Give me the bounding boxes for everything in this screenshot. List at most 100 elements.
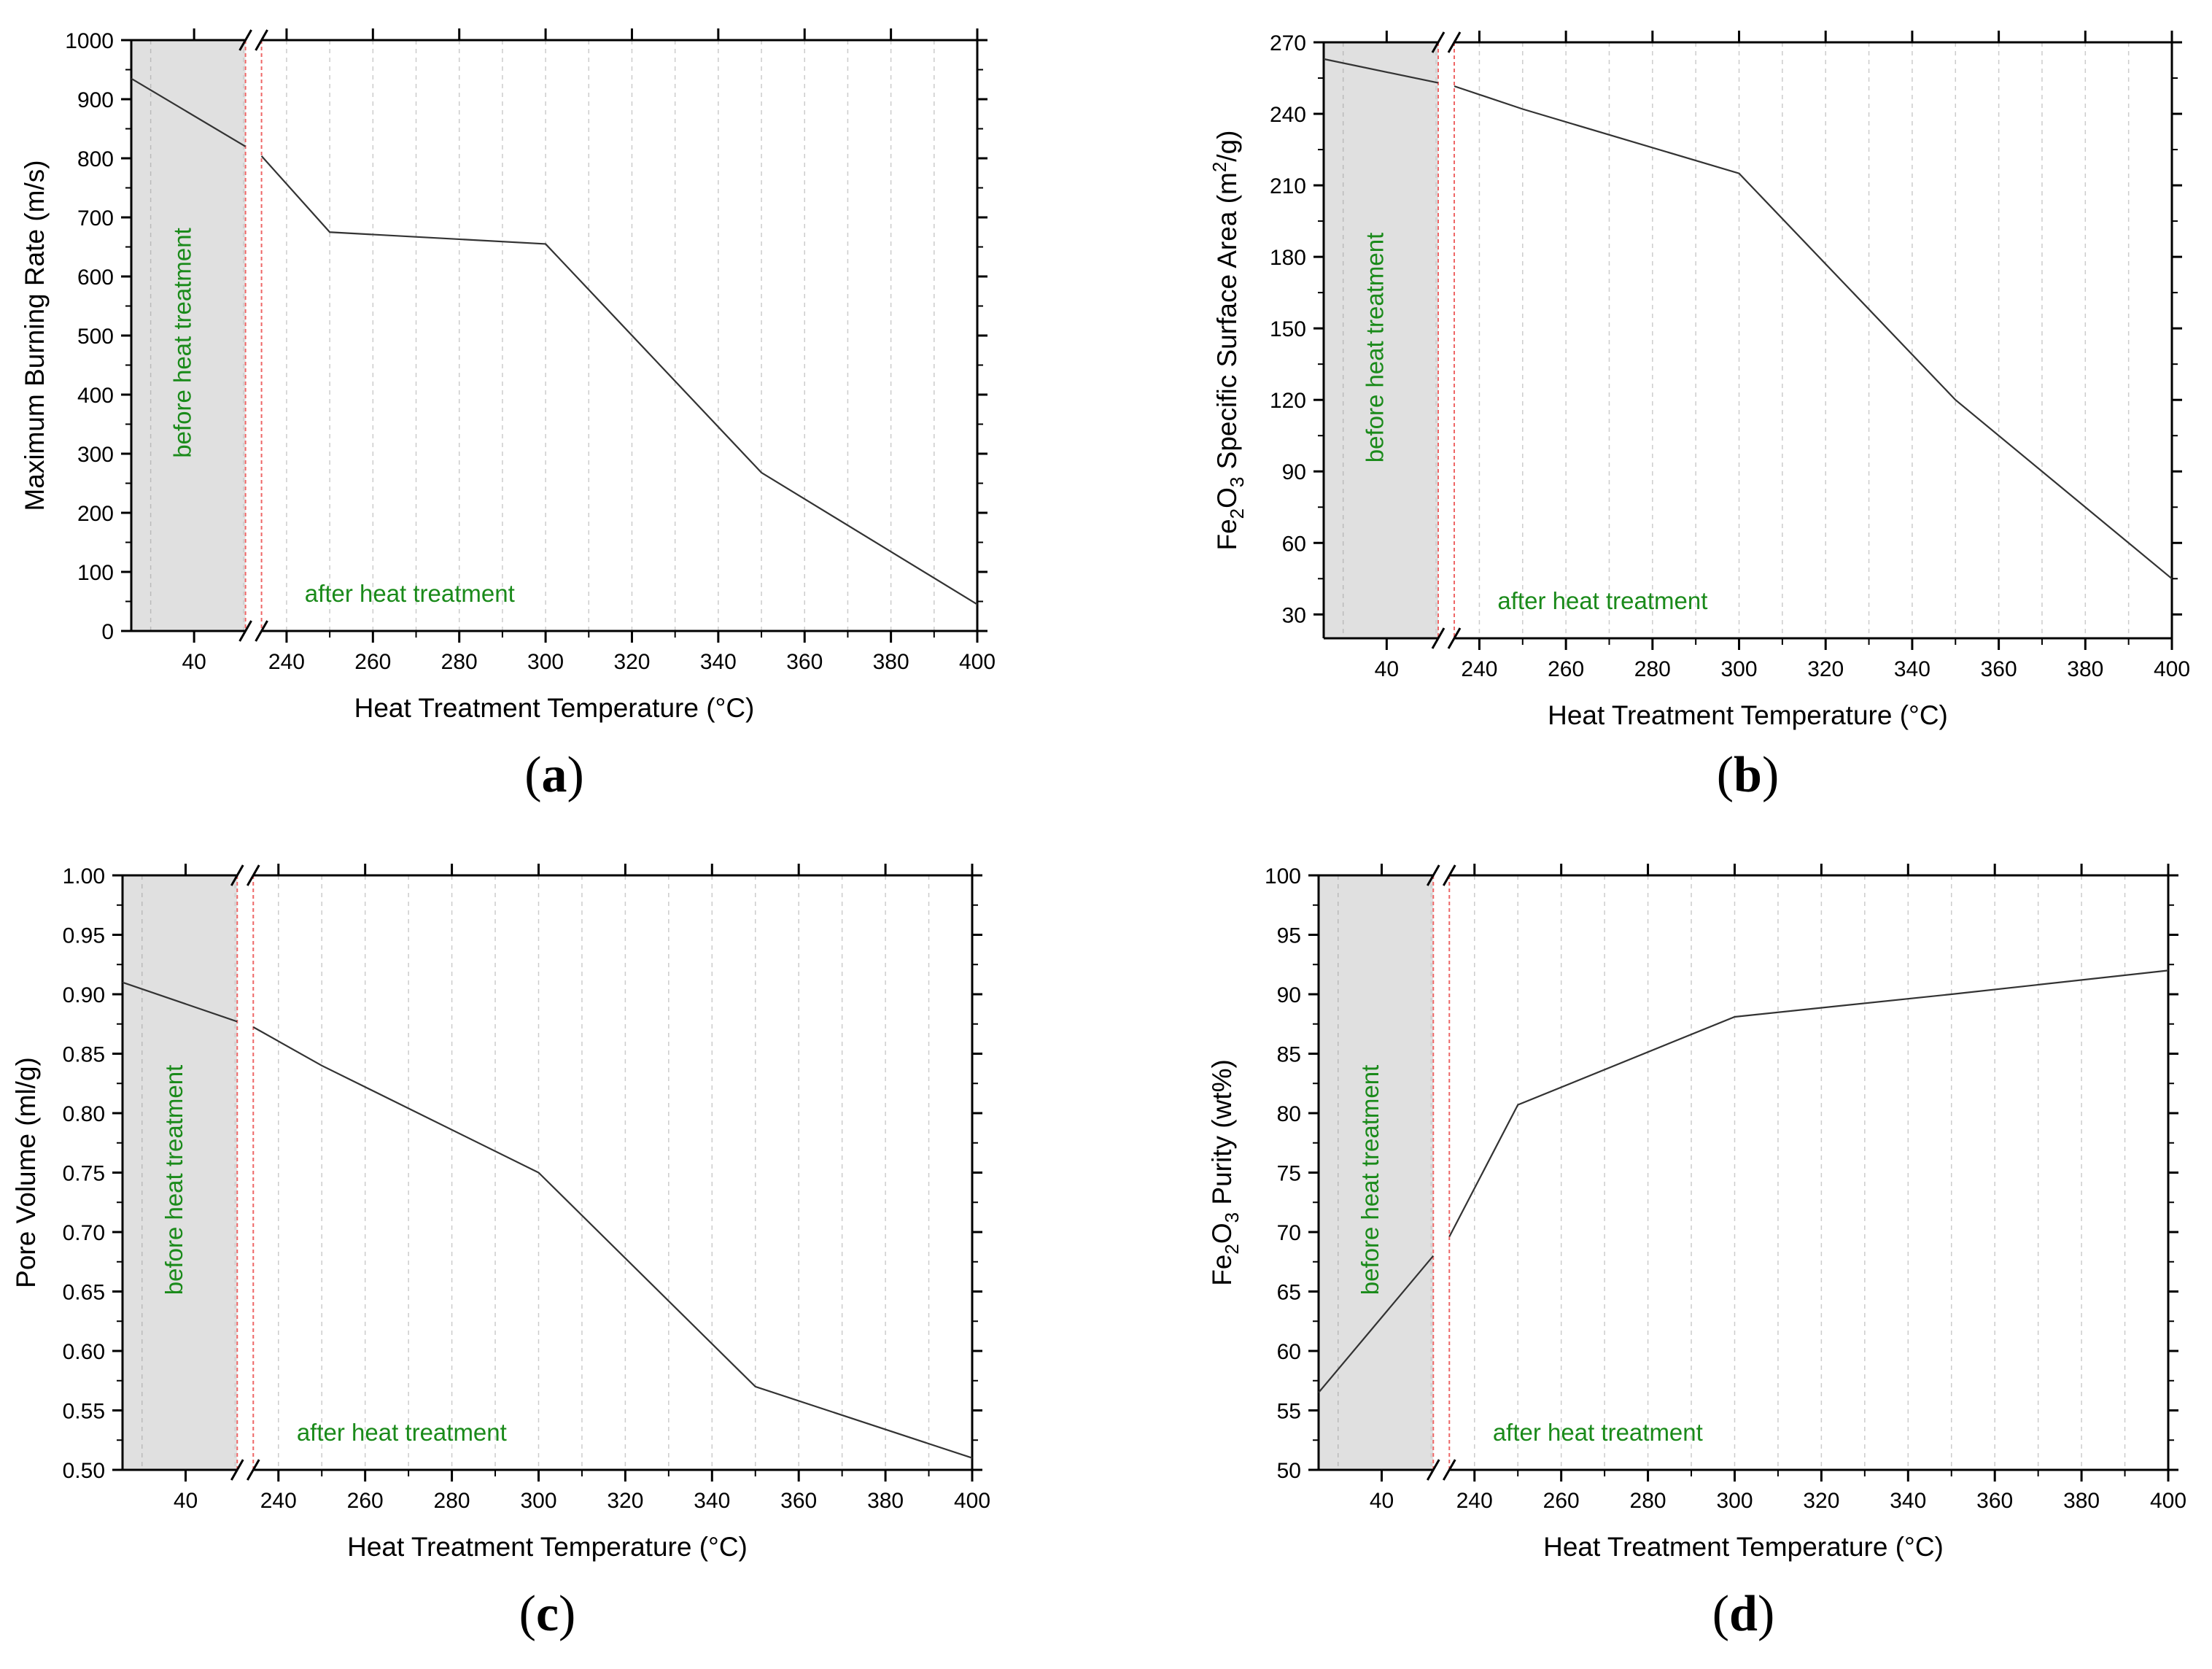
y-tick-label: 0.50 (63, 1459, 105, 1483)
y-tick-label: 200 (77, 502, 114, 526)
y-tick-label: 75 (1277, 1162, 1301, 1186)
y-tick-label: 100 (1265, 864, 1301, 888)
x-tick-label: 240 (260, 1489, 297, 1513)
y-axis-label: Pore Volume (ml/g) (11, 1057, 41, 1288)
x-tick-label: 360 (780, 1489, 817, 1513)
y-tick-label: 1.00 (63, 864, 105, 888)
y-tick-label: 1000 (65, 29, 114, 53)
panel-label-letter: a (542, 747, 567, 803)
x-tick-label: 40 (1370, 1489, 1394, 1513)
y-tick-label: 0.55 (63, 1400, 105, 1424)
axis-break-marker (1431, 627, 1445, 649)
axis-break-marker (1426, 1459, 1440, 1481)
y-tick-label: 0.75 (63, 1162, 105, 1186)
x-tick-label: 300 (1720, 657, 1757, 681)
y-tick-label: 30 (1282, 603, 1306, 627)
x-tick-label: 40 (1375, 657, 1399, 681)
x-tick-label: 300 (520, 1489, 556, 1513)
after-heat-treatment-label: after heat treatment (297, 1419, 507, 1446)
x-tick-label: 280 (1634, 657, 1671, 681)
axis-break-marker (1431, 31, 1445, 53)
x-tick-label: 280 (441, 650, 478, 674)
x-tick-label: 400 (959, 650, 996, 674)
panel-label-close: ) (559, 1586, 575, 1642)
x-tick-label: 400 (2154, 657, 2190, 681)
y-tick-label: 600 (77, 266, 114, 290)
y-tick-label: 120 (1270, 389, 1306, 413)
y-tick-label: 240 (1270, 103, 1306, 127)
x-tick-label: 340 (1894, 657, 1930, 681)
x-tick-label: 260 (354, 650, 391, 674)
y-tick-label: 65 (1277, 1281, 1301, 1305)
y-tick-label: 800 (77, 147, 114, 171)
y-tick-label: 60 (1282, 532, 1306, 556)
x-tick-label: 240 (1456, 1489, 1493, 1513)
x-tick-label: 380 (2067, 657, 2103, 681)
y-tick-label: 300 (77, 443, 114, 467)
y-tick-label: 80 (1277, 1102, 1301, 1126)
y-tick-label: 60 (1277, 1340, 1301, 1364)
axis-break-marker (238, 29, 252, 51)
panel-label: (b) (1717, 747, 1780, 803)
y-tick-label: 0.65 (63, 1281, 105, 1305)
axis-break-marker (238, 620, 252, 642)
y-tick-label: 500 (77, 325, 114, 349)
axis-break-marker (1426, 864, 1440, 886)
chart-panel-c: 0.50 0.55 0.60 0.65 0.70 0.75 0.80 0.85 0.90 0.95… (11, 864, 990, 1642)
x-tick-label: 260 (1543, 1489, 1580, 1513)
y-tick-label: 0.60 (63, 1340, 105, 1364)
y-tick-label: 0.85 (63, 1043, 105, 1067)
axis-break-marker (230, 864, 244, 886)
axis-break-marker (1447, 31, 1462, 53)
y-tick-label: 150 (1270, 317, 1306, 341)
panel-label-letter: d (1729, 1586, 1758, 1642)
y-tick-label: 90 (1277, 983, 1301, 1007)
before-heat-treatment-label: before heat treatment (1357, 1065, 1384, 1296)
y-tick-label: 270 (1270, 31, 1306, 55)
axis-break-marker (255, 620, 268, 642)
panel-label-letter: b (1734, 747, 1762, 803)
series-line-before (131, 77, 247, 147)
y-tick-label: 90 (1282, 460, 1306, 484)
x-tick-label: 400 (954, 1489, 990, 1513)
panel-label-letter: c (536, 1586, 559, 1642)
x-tick-label: 320 (613, 650, 650, 674)
after-heat-treatment-label: after heat treatment (1497, 587, 1707, 614)
axis-break-marker (246, 864, 260, 886)
x-tick-label: 40 (174, 1489, 198, 1513)
panel-label: (d) (1712, 1586, 1775, 1642)
x-tick-label: 260 (347, 1489, 384, 1513)
y-axis-label: Fe2O3 Specific Surface Area (m2/g) (1208, 130, 1248, 550)
x-tick-label: 360 (786, 650, 823, 674)
x-tick-label: 320 (1803, 1489, 1839, 1513)
chart-panel-a: 0 100 200 300 400 500 600 700 800 900 1000 40 240 260… (20, 28, 996, 803)
panel-label-close: ) (1762, 747, 1779, 803)
x-tick-label: 380 (873, 650, 909, 674)
series-line-after (1448, 969, 2169, 1237)
panel-label: (a) (524, 747, 584, 803)
x-tick-label: 280 (1630, 1489, 1666, 1513)
axis-break-marker (1447, 627, 1462, 649)
y-tick-label: 85 (1277, 1043, 1301, 1067)
axis-break-marker (246, 1459, 260, 1481)
before-heat-treatment-label: before heat treatment (160, 1065, 187, 1296)
y-tick-label: 400 (77, 384, 114, 408)
x-tick-label: 340 (700, 650, 737, 674)
panel-label-open: ( (519, 1586, 536, 1642)
x-tick-label: 400 (2150, 1489, 2186, 1513)
series-line-after (252, 1026, 973, 1459)
y-axis-label: Fe2O3 Purity (wt%) (1207, 1059, 1243, 1286)
x-tick-label: 340 (1890, 1489, 1926, 1513)
x-axis-label: Heat Treatment Temperature (°C) (354, 693, 755, 723)
series-line-after (260, 155, 978, 605)
x-tick-label: 360 (1981, 657, 2017, 681)
panel-label-open: ( (1717, 747, 1734, 803)
x-tick-label: 340 (694, 1489, 730, 1513)
x-tick-label: 280 (434, 1489, 470, 1513)
y-tick-label: 900 (77, 88, 114, 112)
x-tick-label: 300 (1716, 1489, 1753, 1513)
x-tick-label: 380 (2063, 1489, 2100, 1513)
chart-panel-b: 30 60 90 120 150 180 210 240 270 40 240 260 280 300 32… (1208, 31, 2190, 803)
after-heat-treatment-label: after heat treatment (305, 580, 515, 607)
